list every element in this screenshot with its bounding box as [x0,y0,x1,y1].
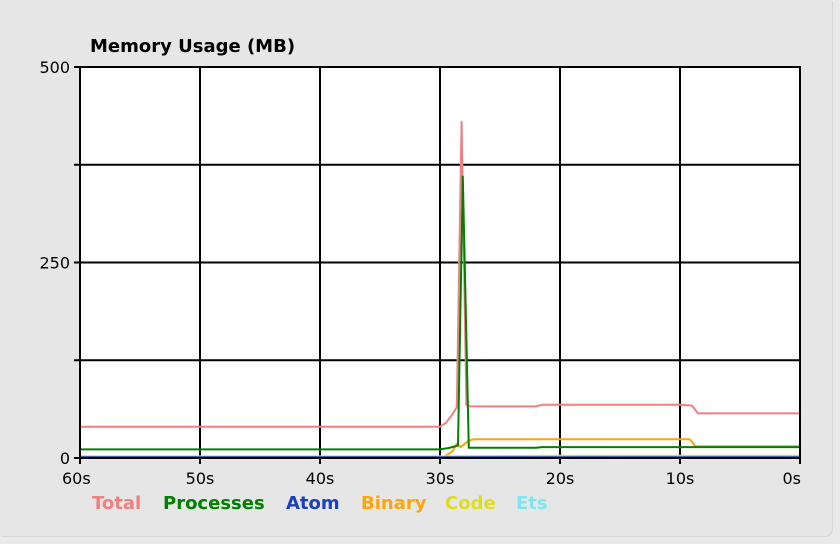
series-line-processes [80,175,800,451]
series-line-binary [80,438,800,459]
x-tick-label: 50s [186,469,215,488]
legend-item-atom: Atom [286,493,340,514]
legend-item-code: Code [445,493,496,514]
y-tick-label: 0 [60,449,70,468]
legend: Total Processes Atom Binary Code Ets [92,493,548,514]
y-axis-ticks: 0 250 500 [39,58,80,468]
x-tick-label: 0s [782,469,801,488]
x-tick-label: 20s [546,469,575,488]
series-line-total [80,120,800,428]
x-tick-label: 30s [426,469,455,488]
x-tick-label: 40s [306,469,335,488]
legend-item-ets: Ets [516,493,548,514]
legend-item-processes: Processes [163,493,265,514]
x-tick-label: 60s [62,469,91,488]
chart-title: Memory Usage (MB) [90,36,295,57]
x-tick-label: 10s [666,469,695,488]
y-tick-label: 250 [39,254,70,273]
legend-item-total: Total [92,493,141,514]
x-axis-ticks: 60s 50s 40s 30s 20s 10s 0s [62,458,801,488]
grid [80,67,800,458]
y-tick-label: 500 [39,58,70,77]
legend-item-binary: Binary [361,493,427,514]
